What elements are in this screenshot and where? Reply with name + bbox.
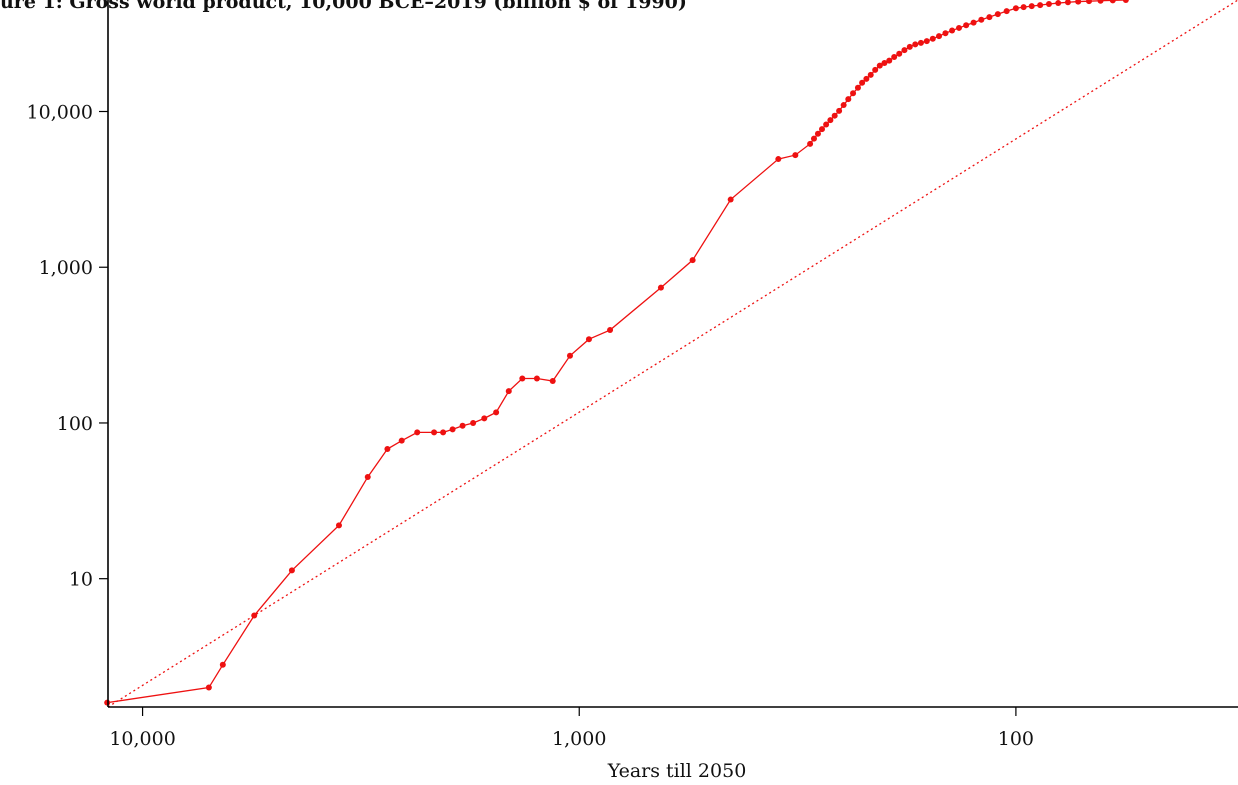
data-point [792, 152, 799, 159]
data-point [727, 196, 734, 203]
y-tick-label: 1,000 [39, 257, 93, 279]
data-point [519, 375, 526, 382]
data-point [923, 38, 930, 45]
data-point [845, 96, 852, 103]
data-point [807, 140, 814, 147]
data-point [1012, 5, 1019, 12]
data-point [859, 79, 866, 86]
data-point [398, 437, 405, 444]
data-point [886, 57, 893, 64]
data-point [955, 24, 962, 31]
data-point [775, 156, 782, 163]
data-point [896, 50, 903, 57]
x-axis-label: Years till 2050 [607, 760, 747, 782]
y-tick-label: 10 [69, 569, 93, 591]
y-tick-label: 10,000 [27, 102, 93, 124]
data-point [335, 522, 342, 529]
y-tick-label: 100 [57, 413, 93, 435]
data-point [470, 419, 477, 426]
data-point [823, 121, 830, 128]
y-axis-ticks: 10 100 1,000 10,000 [27, 102, 108, 591]
data-point [963, 22, 970, 29]
data-point [1045, 1, 1052, 8]
data-point [810, 135, 817, 142]
data-point [585, 336, 592, 343]
data-point [850, 90, 857, 97]
data-point [1086, 0, 1093, 5]
data-point [440, 429, 447, 436]
data-point [970, 19, 977, 26]
data-point [978, 16, 985, 23]
data-point [219, 661, 226, 668]
trend-line [107, 0, 1238, 708]
data-point [566, 352, 573, 359]
data-point [854, 84, 861, 91]
data-point [1122, 0, 1129, 3]
data-point [949, 27, 956, 34]
data-point [689, 257, 696, 264]
data-point [505, 388, 512, 395]
data-point [901, 47, 908, 54]
data-point [1028, 3, 1035, 10]
x-tick-label: 10,000 [109, 728, 175, 750]
data-point [929, 35, 936, 42]
data-point [994, 11, 1001, 18]
data-point [481, 415, 488, 422]
data-point [819, 126, 825, 133]
data-point [936, 33, 943, 40]
gwp-series-line [107, 0, 1126, 704]
data-point [840, 102, 847, 109]
data-point [1064, 0, 1071, 6]
data-point [1020, 4, 1027, 11]
data-point [917, 39, 924, 46]
data-point [912, 41, 919, 48]
data-point [449, 426, 456, 433]
data-point [1075, 0, 1082, 5]
data-point [814, 130, 821, 137]
x-axis-ticks: 10,000 1,000 100 [109, 707, 1034, 750]
data-point [1097, 0, 1104, 4]
data-point [384, 446, 391, 453]
data-point [1003, 8, 1010, 15]
data-point [607, 327, 614, 334]
data-point [942, 30, 949, 37]
data-point [881, 59, 888, 66]
data-point [863, 75, 870, 82]
data-point [431, 429, 438, 436]
data-point [414, 429, 421, 436]
data-point [867, 71, 874, 78]
data-point [493, 409, 500, 416]
x-tick-label: 1,000 [552, 728, 606, 750]
x-tick-label: 100 [998, 728, 1034, 750]
chart-title: Figure 1: Gross world product, 10,000 BC… [0, 0, 687, 13]
data-point [1109, 0, 1116, 4]
plot-area [104, 0, 1238, 708]
data-point [1055, 0, 1062, 7]
data-point [831, 112, 838, 119]
data-point [364, 473, 371, 480]
data-point [533, 375, 540, 382]
data-point [986, 14, 993, 21]
data-point [836, 107, 843, 114]
data-point [205, 684, 212, 691]
data-point [657, 284, 664, 291]
data-point [1037, 2, 1044, 9]
data-point [876, 62, 883, 69]
data-point [872, 66, 879, 73]
data-point [906, 43, 913, 50]
data-point [827, 117, 834, 124]
data-point [549, 377, 556, 384]
data-point [459, 422, 466, 429]
data-point [891, 53, 898, 60]
data-point [288, 567, 295, 574]
